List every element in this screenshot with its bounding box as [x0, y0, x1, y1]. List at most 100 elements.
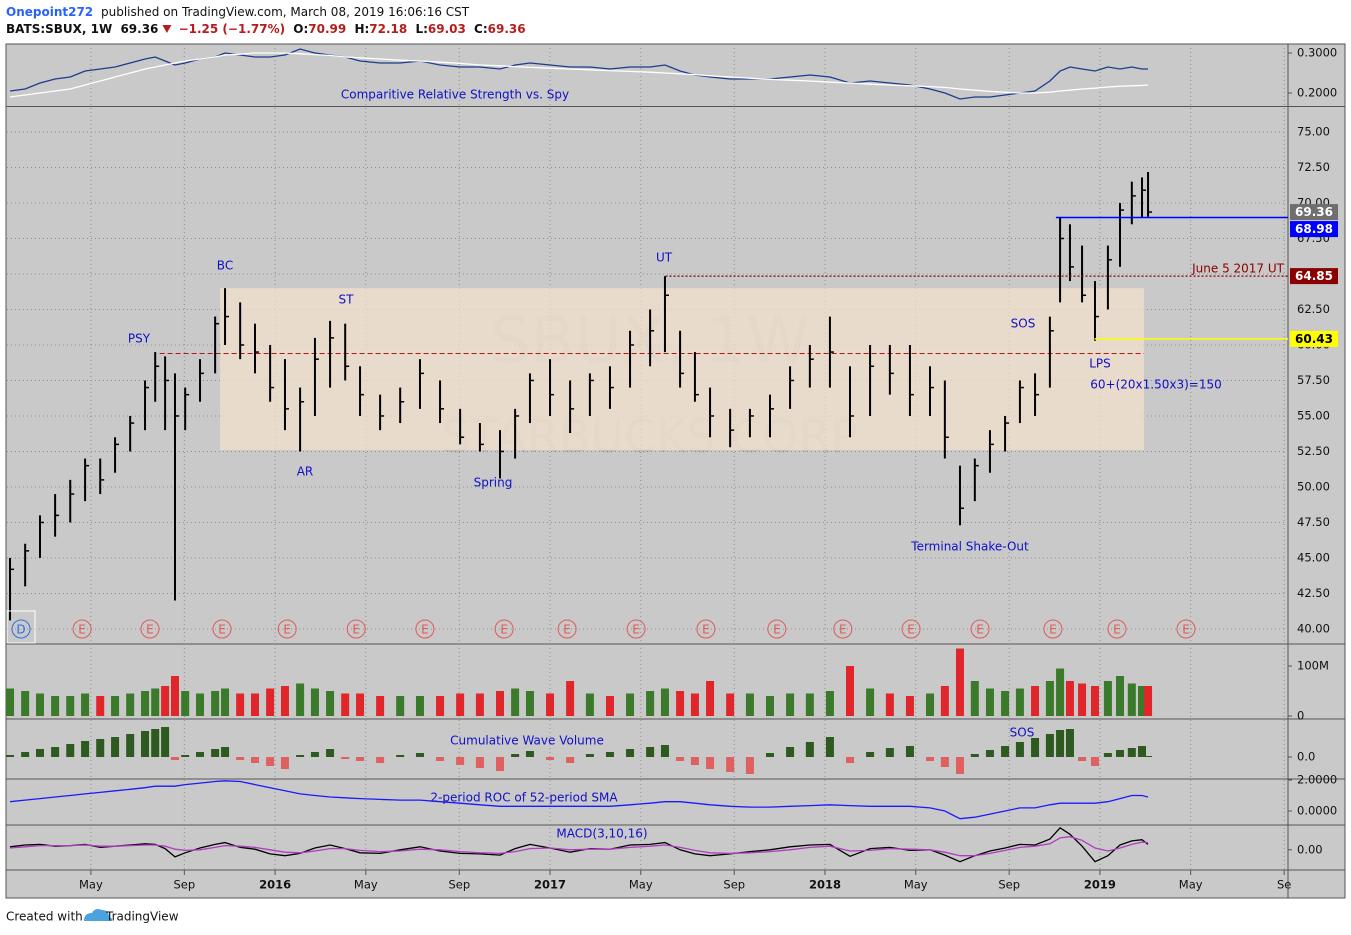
indicator-bar: [81, 693, 90, 716]
earnings-marker: [833, 619, 853, 639]
indicator-bar: [1138, 686, 1147, 716]
indicator-note: SOS: [1010, 726, 1035, 740]
indicator-bar: [1015, 742, 1024, 757]
indicator-bar: [626, 693, 635, 716]
annotation: ST: [339, 293, 355, 307]
indicator-bar: [221, 688, 230, 716]
indicator-title: Cumulative Wave Volume: [450, 734, 604, 748]
indicator-bar: [35, 693, 44, 716]
indicator-bar: [151, 729, 160, 757]
indicator-bar: [21, 752, 30, 757]
y-tick-label: 0: [1297, 709, 1304, 723]
earnings-marker: [557, 619, 577, 639]
earnings-label: E: [1049, 623, 1057, 637]
x-tick-label: 2018: [809, 878, 841, 892]
y-tick-label: 0.0: [1297, 750, 1315, 764]
indicator-bar: [1078, 757, 1087, 761]
dividend-label: D: [16, 623, 25, 637]
indicator-bar: [415, 753, 424, 757]
indicator-bar: [546, 757, 555, 760]
earnings-label: E: [632, 623, 640, 637]
indicator-bar: [495, 757, 504, 771]
annotation: LPS: [1089, 357, 1111, 371]
y-tick-label: 75.00: [1297, 124, 1330, 138]
h-value: 72.18: [369, 22, 407, 36]
x-tick-label: 2016: [259, 878, 291, 892]
earnings-marker: [494, 619, 514, 639]
annotation: AR: [297, 465, 314, 479]
c-label: C:: [474, 22, 488, 36]
indicator-bar: [566, 757, 575, 763]
earnings-label: E: [702, 623, 710, 637]
author[interactable]: Onepoint272: [6, 5, 93, 19]
indicator-bar: [280, 686, 289, 716]
x-tick-label: Se: [1277, 878, 1291, 892]
indicator-bar: [726, 693, 735, 716]
indicator-bar: [511, 688, 520, 716]
indicator-bar: [926, 693, 935, 716]
indicator-bar: [1144, 686, 1153, 716]
indicator-bar: [726, 757, 735, 772]
indicator-bar: [475, 757, 484, 768]
y-tick-label: 72.50: [1297, 160, 1330, 174]
footer-brand[interactable]: TradingView: [105, 910, 179, 924]
indicator-bar: [111, 696, 120, 716]
indicator-bar: [955, 757, 964, 774]
indicator-bar: [1078, 683, 1087, 716]
indicator-bar: [905, 696, 914, 716]
published: published on TradingView.com, March 08, …: [101, 5, 470, 19]
indicator-bar: [376, 757, 385, 763]
earnings-marker: [970, 619, 990, 639]
indicator-bar: [1127, 748, 1136, 757]
indicator-bar: [1031, 686, 1040, 716]
indicator-bar: [745, 693, 754, 716]
earnings-marker: [1043, 619, 1063, 639]
earnings-label: E: [907, 623, 915, 637]
indicator-bar: [96, 696, 105, 716]
indicator-bar: [706, 757, 715, 769]
x-tick-label: May: [629, 878, 653, 892]
indicator-bar: [326, 691, 335, 716]
x-tick-label: Sep: [448, 878, 470, 892]
y-tick-label: 50.00: [1297, 479, 1330, 493]
indicator-bar: [805, 742, 814, 757]
indicator-bar: [66, 696, 75, 716]
y-tick-label: 52.50: [1297, 444, 1330, 458]
indicator-bar: [296, 683, 305, 716]
indicator-bar: [970, 754, 979, 757]
dividend-box: [6, 610, 36, 644]
indicator-bar: [1144, 756, 1153, 757]
indicator-bar: [676, 691, 685, 716]
y-tick-label: 0.2000: [1297, 86, 1337, 100]
indicator-bar: [825, 691, 834, 716]
price-label-box: [1290, 330, 1338, 347]
price-label: 64.85: [1295, 269, 1333, 283]
earnings-marker: [1107, 619, 1127, 639]
indicator-bar: [181, 691, 190, 716]
indicator-line: [9, 780, 1149, 820]
indicator-bar: [846, 757, 855, 763]
indicator-bar: [786, 747, 795, 757]
indicator-bar: [626, 749, 635, 757]
earnings-label: E: [839, 623, 847, 637]
indicator-bar: [456, 693, 465, 716]
indicator-bar: [51, 696, 60, 716]
y-tick-label: 2.0000: [1297, 773, 1337, 787]
indicator-bar: [415, 696, 424, 716]
indicator-bar: [126, 693, 135, 716]
indicator-bar: [221, 747, 230, 757]
indicator-bar: [211, 691, 220, 716]
indicator-bar: [251, 693, 260, 716]
chart-frame: [5, 43, 1346, 899]
indicator-bar: [985, 750, 994, 757]
indicator-bar: [1065, 729, 1074, 757]
indicator-bar: [955, 648, 964, 716]
indicator-bar: [296, 755, 305, 757]
indicator-bar: [585, 693, 594, 716]
indicator-bar: [141, 731, 150, 757]
indicator-bar: [546, 693, 555, 716]
earnings-label: E: [352, 623, 360, 637]
indicator-bar: [985, 688, 994, 716]
indicator-bar: [690, 757, 699, 765]
indicator-bar: [341, 693, 350, 716]
